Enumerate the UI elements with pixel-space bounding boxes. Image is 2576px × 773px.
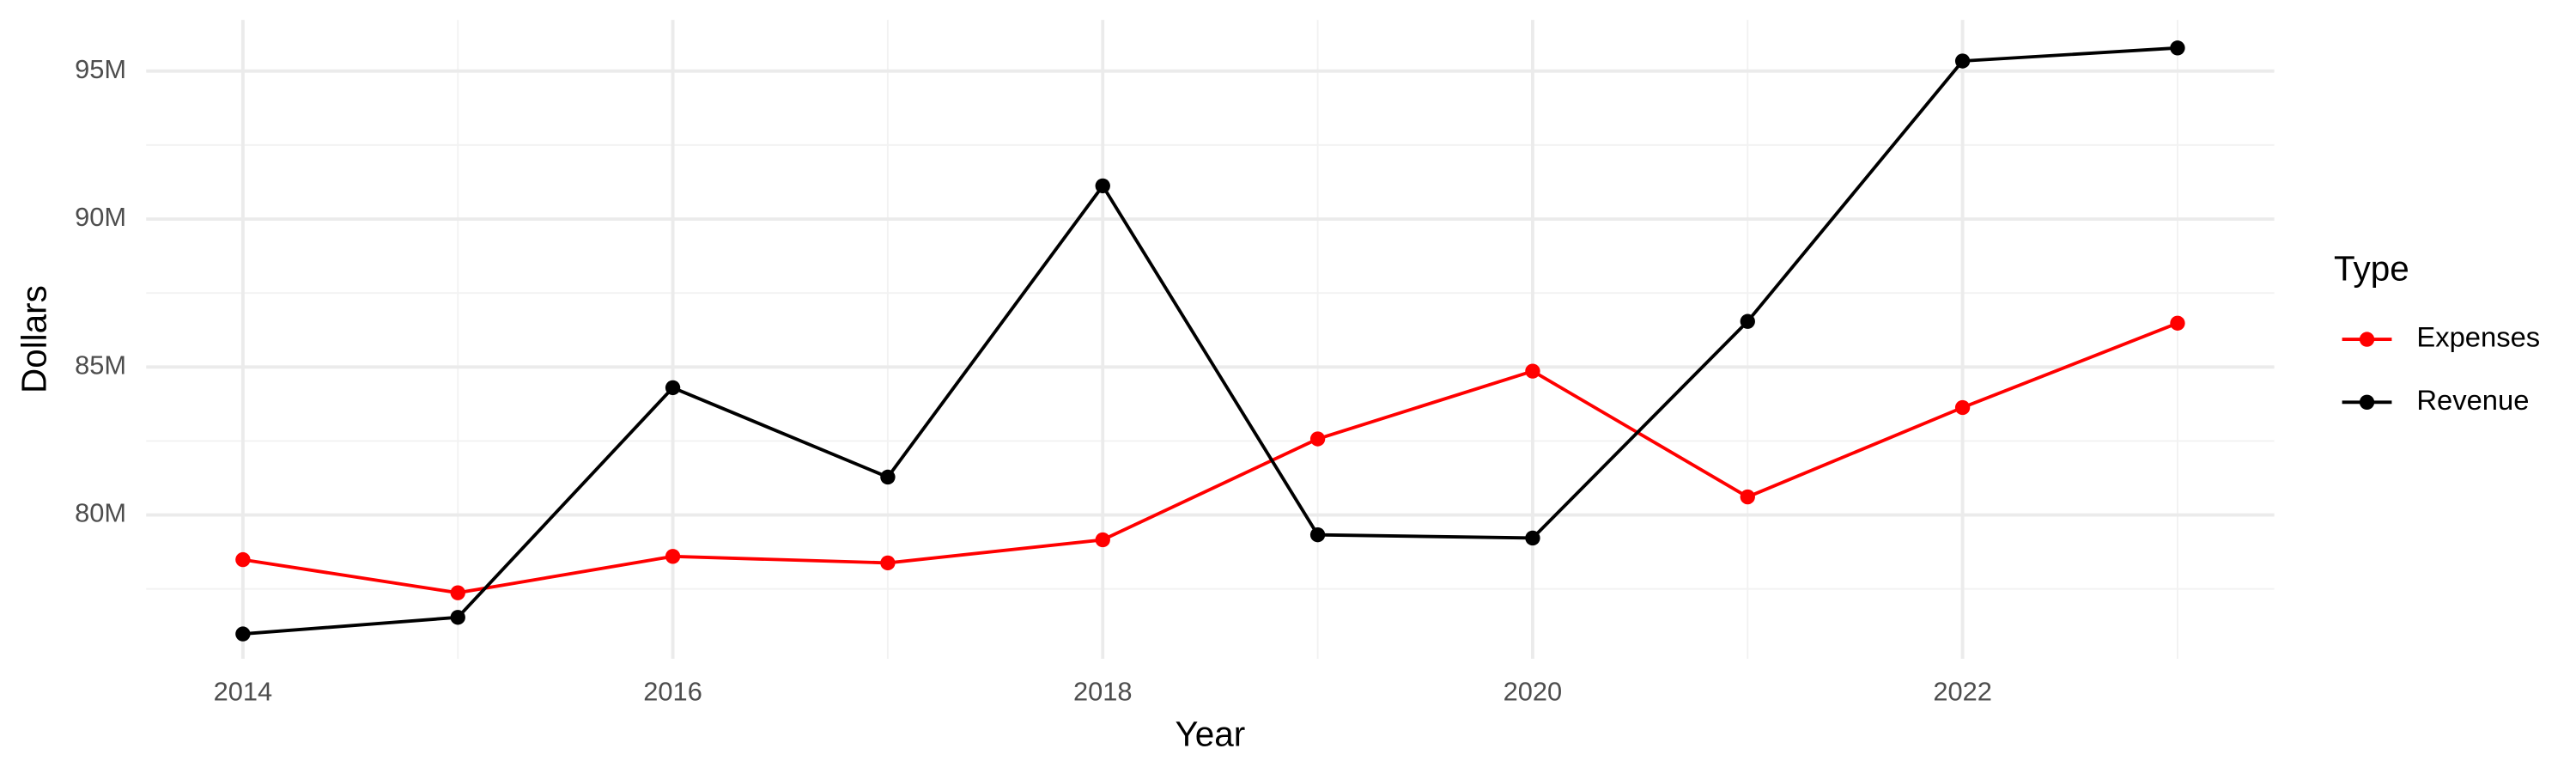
y-axis-title: Dollars	[15, 285, 54, 393]
data-point	[1525, 363, 1540, 379]
y-tick-label: 80M	[75, 498, 126, 528]
data-point	[450, 610, 465, 625]
x-tick-label: 2020	[1504, 677, 1563, 707]
x-axis-title: Year	[1176, 714, 1246, 753]
x-tick-label: 2022	[1933, 677, 1992, 707]
series-line	[242, 321, 2178, 595]
x-tick-label: 2014	[214, 677, 273, 707]
x-tick-label: 2016	[643, 677, 702, 707]
data-point	[1954, 53, 1971, 69]
data-point	[235, 626, 251, 642]
data-point	[1095, 532, 1110, 548]
y-tick-label: 95M	[75, 54, 126, 84]
data-point	[1525, 530, 1540, 546]
series-line	[242, 46, 2178, 636]
data-point	[880, 555, 896, 571]
data-point	[880, 469, 896, 485]
data-point	[450, 585, 465, 600]
data-point	[665, 380, 681, 396]
legend-label: Expenses	[2416, 321, 2540, 353]
legend-title: Type	[2334, 249, 2409, 289]
data-point	[2170, 40, 2185, 56]
legend-key-point	[2359, 394, 2375, 410]
data-point	[1740, 313, 1755, 329]
y-tick-label: 90M	[75, 202, 126, 232]
data-point	[1740, 489, 1755, 505]
data-point	[2170, 315, 2185, 331]
x-tick-label: 2018	[1073, 677, 1133, 707]
data-point	[235, 551, 251, 568]
data-point	[1309, 431, 1326, 447]
data-point	[665, 549, 681, 564]
legend-label: Revenue	[2416, 384, 2529, 416]
data-point	[1095, 178, 1110, 194]
y-tick-label: 85M	[75, 350, 126, 380]
data-point	[1954, 399, 1971, 416]
data-point	[1309, 526, 1326, 543]
legend-key-point	[2359, 332, 2375, 347]
